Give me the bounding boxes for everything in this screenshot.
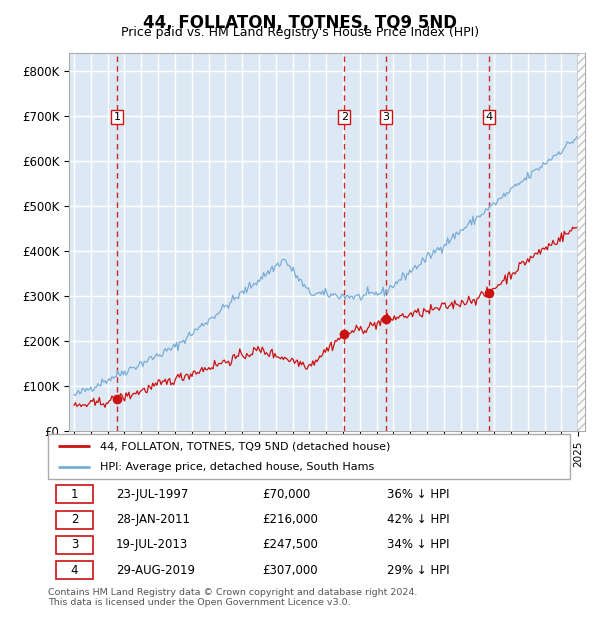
Text: 2: 2 bbox=[341, 112, 348, 122]
Text: HPI: Average price, detached house, South Hams: HPI: Average price, detached house, Sout… bbox=[100, 461, 374, 472]
Text: 3: 3 bbox=[382, 112, 389, 122]
Text: 3: 3 bbox=[71, 538, 79, 551]
Text: 42% ↓ HPI: 42% ↓ HPI bbox=[388, 513, 450, 526]
Text: 4: 4 bbox=[71, 564, 79, 577]
Text: 29-AUG-2019: 29-AUG-2019 bbox=[116, 564, 195, 577]
FancyBboxPatch shape bbox=[56, 485, 94, 503]
Text: 23-JUL-1997: 23-JUL-1997 bbox=[116, 488, 188, 501]
Text: 44, FOLLATON, TOTNES, TQ9 5ND (detached house): 44, FOLLATON, TOTNES, TQ9 5ND (detached … bbox=[100, 441, 391, 451]
Text: Price paid vs. HM Land Registry's House Price Index (HPI): Price paid vs. HM Land Registry's House … bbox=[121, 26, 479, 39]
Text: 28-JAN-2011: 28-JAN-2011 bbox=[116, 513, 190, 526]
Text: 1: 1 bbox=[113, 112, 121, 122]
FancyBboxPatch shape bbox=[48, 434, 570, 479]
Text: Contains HM Land Registry data © Crown copyright and database right 2024.
This d: Contains HM Land Registry data © Crown c… bbox=[48, 588, 418, 607]
Text: 1: 1 bbox=[71, 488, 79, 501]
Text: 4: 4 bbox=[485, 112, 492, 122]
FancyBboxPatch shape bbox=[56, 536, 94, 554]
Text: 19-JUL-2013: 19-JUL-2013 bbox=[116, 538, 188, 551]
FancyBboxPatch shape bbox=[56, 510, 94, 529]
Text: 29% ↓ HPI: 29% ↓ HPI bbox=[388, 564, 450, 577]
Text: 36% ↓ HPI: 36% ↓ HPI bbox=[388, 488, 450, 501]
FancyBboxPatch shape bbox=[56, 561, 94, 579]
Text: £70,000: £70,000 bbox=[262, 488, 310, 501]
Text: 2: 2 bbox=[71, 513, 79, 526]
Text: 44, FOLLATON, TOTNES, TQ9 5ND: 44, FOLLATON, TOTNES, TQ9 5ND bbox=[143, 14, 457, 32]
Text: £307,000: £307,000 bbox=[262, 564, 317, 577]
Text: £247,500: £247,500 bbox=[262, 538, 318, 551]
Bar bbox=[577, 53, 594, 431]
Text: £216,000: £216,000 bbox=[262, 513, 318, 526]
Text: 34% ↓ HPI: 34% ↓ HPI bbox=[388, 538, 450, 551]
